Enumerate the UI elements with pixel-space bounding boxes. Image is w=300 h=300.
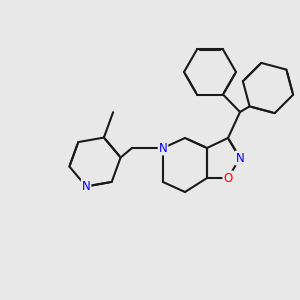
Text: O: O <box>224 172 232 184</box>
Text: N: N <box>159 142 167 154</box>
Text: N: N <box>82 180 91 193</box>
Text: N: N <box>236 152 244 164</box>
